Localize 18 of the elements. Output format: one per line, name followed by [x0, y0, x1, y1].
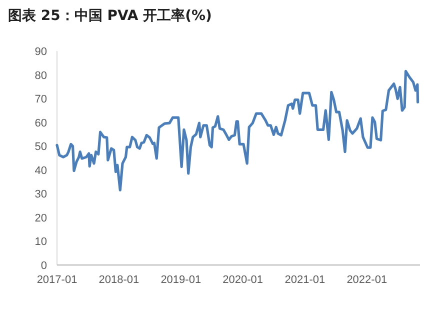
y-tick-label: 90 — [34, 46, 47, 58]
y-tick-label: 60 — [34, 117, 47, 130]
y-tick-label: 70 — [34, 94, 47, 106]
chart-title: 图表 25：中国 PVA 开工率(%) — [8, 7, 212, 24]
y-tick-label: 50 — [34, 141, 47, 154]
y-tick-label: 20 — [34, 212, 47, 224]
x-tick-label: 2022-01 — [346, 274, 388, 286]
line-series — [56, 70, 420, 192]
x-tick-label: 2017-01 — [36, 274, 78, 286]
x-tick-label: 2019-01 — [160, 274, 202, 286]
x-tick-label: 2018-01 — [98, 274, 140, 286]
x-tick-label: 2020-01 — [222, 274, 264, 286]
y-tick-label: 40 — [34, 164, 47, 177]
y-tick-label: 0 — [40, 260, 47, 272]
y-tick-label: 80 — [34, 70, 47, 82]
y-tick-label: 30 — [34, 188, 47, 201]
x-tick-label: 2021-01 — [284, 274, 326, 286]
y-tick-label: 10 — [34, 236, 47, 248]
